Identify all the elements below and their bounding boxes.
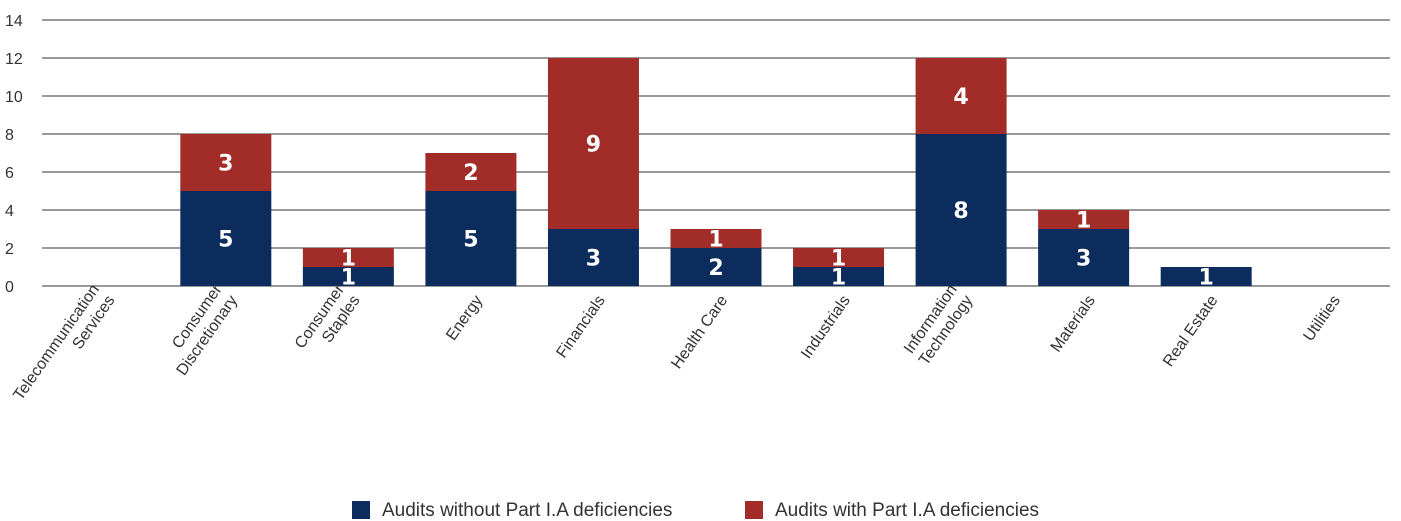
- y-tick-label: 6: [5, 165, 14, 182]
- data-label: 3: [1076, 247, 1091, 272]
- bar-segment: [425, 153, 517, 191]
- data-label: 1: [1199, 266, 1214, 291]
- data-label: 5: [463, 228, 478, 253]
- legend-label: Audits without Part I.A deficiencies: [382, 500, 672, 521]
- x-category-label: Materials: [1048, 293, 1099, 356]
- bar-segment: [793, 267, 885, 286]
- bar-segment: [1038, 210, 1130, 229]
- legend-label: Audits with Part I.A deficiencies: [775, 500, 1039, 521]
- x-category-label: ConsumerStaples: [292, 281, 364, 363]
- data-label: 9: [586, 133, 601, 158]
- x-category-label-line: Financials: [553, 293, 608, 362]
- bar-segment: [547, 229, 639, 286]
- y-tick-label: 2: [5, 241, 14, 258]
- data-label: 3: [218, 152, 233, 177]
- legend-swatch: [352, 501, 370, 519]
- x-axis-labels: TelecommunicationServices ConsumerDiscret…: [11, 281, 1345, 415]
- x-category-label-line: Utilities: [1301, 293, 1345, 345]
- y-tick-label: 10: [5, 89, 23, 106]
- x-category-label-line: Energy: [443, 293, 486, 344]
- x-category-label: Health Care: [668, 292, 731, 372]
- bar-segment: [793, 248, 885, 267]
- bar-segment: [302, 248, 394, 267]
- x-category-label-line: Industrials: [798, 293, 854, 362]
- data-label: 4: [953, 85, 968, 110]
- legend-swatch: [745, 501, 763, 519]
- x-category-label: InformationTechnology: [900, 282, 976, 369]
- x-category-label: ConsumerDiscretionary: [158, 281, 241, 379]
- data-label: 1: [831, 247, 846, 272]
- x-category-label: Industrials: [798, 293, 854, 362]
- data-label: 2: [708, 256, 723, 281]
- y-tick-label: 4: [5, 203, 14, 220]
- data-label: 1: [341, 266, 356, 291]
- bar-segment: [915, 58, 1007, 134]
- bar-segment: [425, 191, 517, 286]
- data-label: 1: [1076, 209, 1091, 234]
- bar-segment: [915, 134, 1007, 286]
- y-tick-label: 0: [5, 279, 14, 296]
- bar-segment: [180, 191, 272, 286]
- y-axis-ticks: 0 2 4 6 8 10 12 14: [5, 13, 23, 296]
- y-tick-label: 12: [5, 51, 23, 68]
- data-label: 1: [708, 228, 723, 253]
- x-category-label: TelecommunicationServices: [11, 282, 119, 415]
- bar-segment: [302, 267, 394, 286]
- bar-segment: [180, 134, 272, 191]
- bar-segment: [670, 229, 762, 248]
- x-category-label: Energy: [443, 293, 486, 344]
- data-label: 1: [341, 247, 356, 272]
- data-label: 2: [463, 161, 478, 186]
- data-label: 8: [953, 199, 968, 224]
- data-label: 1: [831, 266, 846, 291]
- bar-segment: [547, 58, 639, 229]
- x-category-label-line: Health Care: [668, 292, 731, 372]
- x-category-label: Utilities: [1301, 293, 1345, 345]
- x-category-label: Financials: [553, 293, 608, 362]
- legend: Audits without Part I.A deficiencies Audi…: [352, 500, 1039, 521]
- bars: [180, 58, 1252, 286]
- bar-segment: [1160, 267, 1252, 286]
- bar-segment: [1038, 229, 1130, 286]
- data-label: 5: [218, 228, 233, 253]
- data-label: 3: [586, 247, 601, 272]
- x-category-label-line: Materials: [1048, 293, 1099, 356]
- x-category-label: Real Estate: [1160, 292, 1221, 370]
- y-tick-label: 8: [5, 127, 14, 144]
- bar-segment: [670, 248, 762, 286]
- x-category-label-line: Real Estate: [1160, 292, 1221, 370]
- y-tick-label: 14: [5, 13, 23, 30]
